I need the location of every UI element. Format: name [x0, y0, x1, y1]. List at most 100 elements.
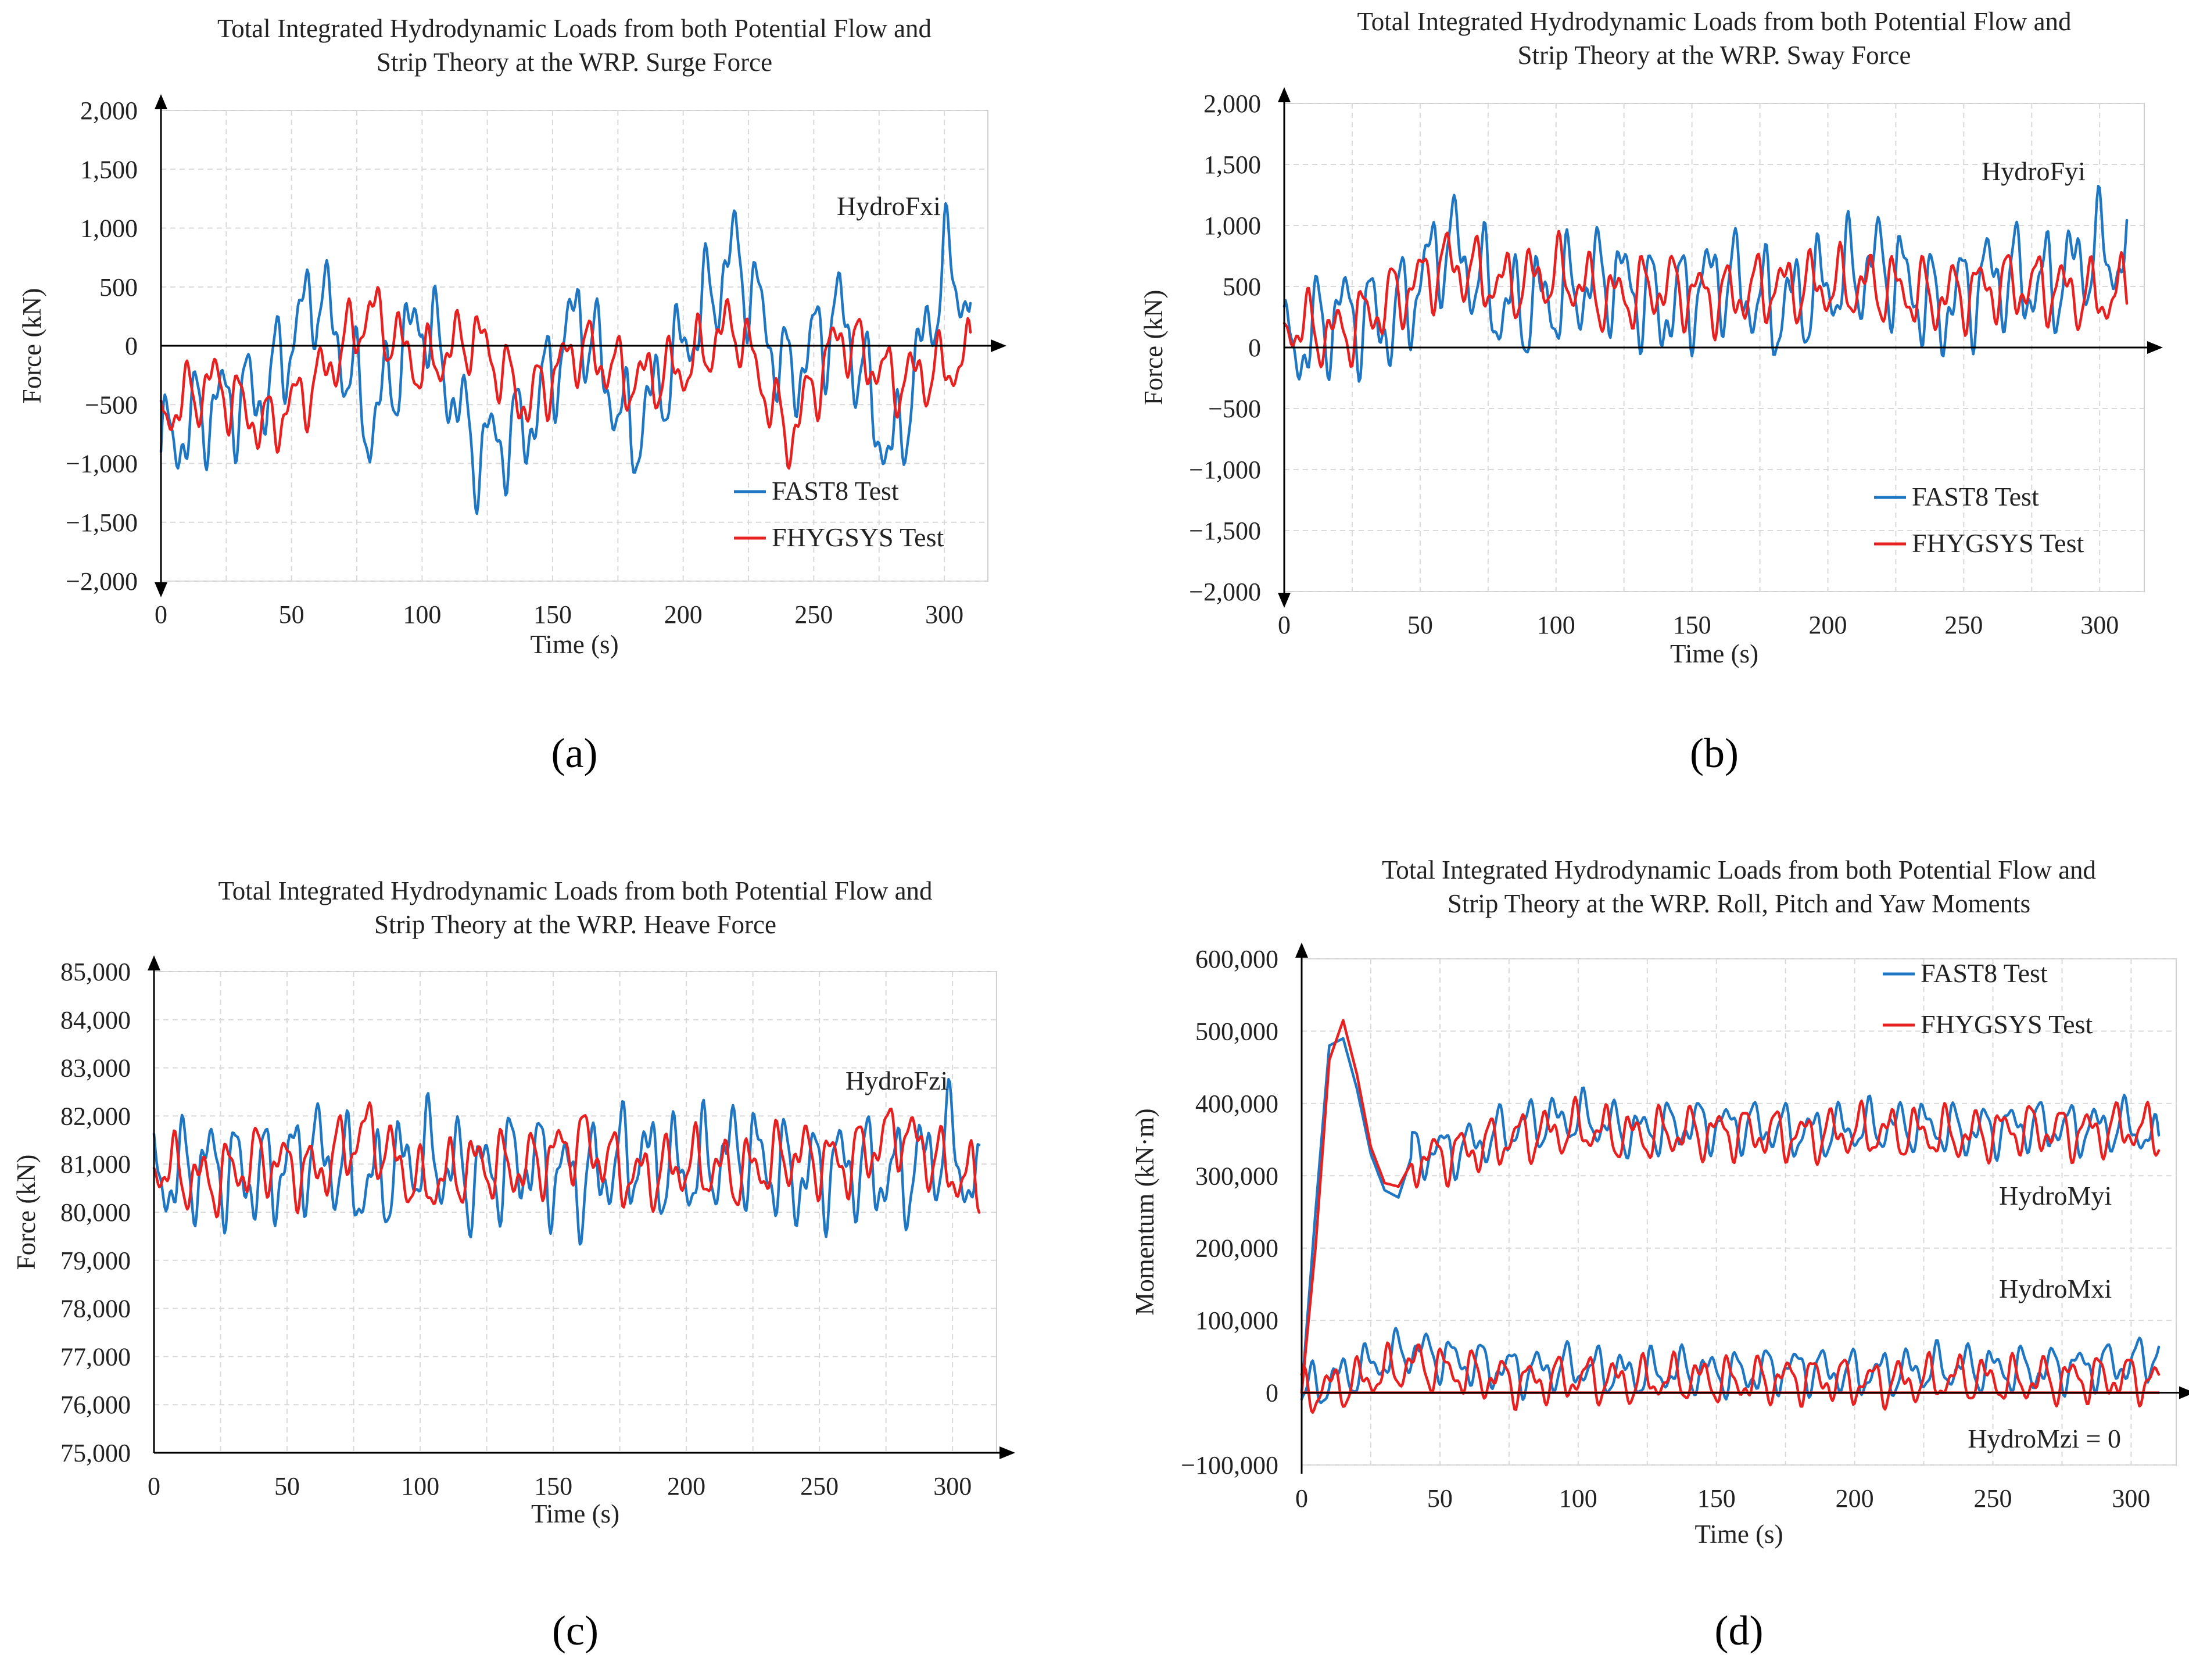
chart-title-line: Strip Theory at the WRP. Roll, Pitch and…	[1448, 889, 2030, 918]
y-tick-label: 1,500	[80, 155, 138, 184]
x-tick-label: 200	[1836, 1484, 1874, 1513]
y-axis-arrow-up-icon	[155, 94, 167, 109]
x-tick-label: 0	[148, 1472, 160, 1500]
chart-panel-a: Total Integrated Hydrodynamic Loads from…	[17, 14, 1006, 776]
series-line-fhygsys-test	[1282, 230, 2129, 368]
y-tick-label: 77,000	[60, 1342, 131, 1371]
y-tick-label: 79,000	[60, 1246, 131, 1275]
x-axis-arrow-icon	[991, 339, 1006, 352]
y-tick-label: 0	[125, 332, 138, 360]
series-annotation: HydroMxi	[1999, 1274, 2112, 1303]
x-tick-label: 300	[925, 600, 963, 629]
series-line-fast8-test	[152, 1077, 981, 1246]
x-tick-label: 200	[664, 600, 703, 629]
y-axis-label: Force (kN)	[17, 288, 46, 404]
legend-label: FAST8 Test	[1921, 958, 2048, 988]
series-annotation: HydroFyi	[1982, 156, 2086, 186]
chart-panel-c: Total Integrated Hydrodynamic Loads from…	[12, 876, 1015, 1654]
series-line-fhygsys-test-hydromyi-	[1300, 1019, 2161, 1394]
y-tick-label: 1,500	[1203, 151, 1261, 179]
series-annotation: HydroMyi	[1999, 1181, 2112, 1210]
x-tick-label: 100	[401, 1472, 439, 1500]
x-tick-label: 100	[1559, 1484, 1597, 1513]
legend-label: FAST8 Test	[772, 476, 899, 506]
y-tick-label: 81,000	[60, 1150, 131, 1178]
y-tick-label: 2,000	[1203, 89, 1261, 118]
x-tick-label: 0	[1295, 1484, 1308, 1513]
y-tick-label: −1,000	[1189, 456, 1261, 484]
chart-title-line: Total Integrated Hydrodynamic Loads from…	[217, 14, 932, 43]
y-tick-label: 80,000	[60, 1198, 131, 1227]
chart-title-line: Strip Theory at the WRP. Surge Force	[377, 48, 772, 77]
x-tick-label: 150	[1697, 1484, 1736, 1513]
legend-label: FHYGSYS Test	[772, 522, 944, 552]
y-axis-label: Force (kN)	[1139, 290, 1168, 406]
x-axis-arrow-icon	[999, 1446, 1015, 1459]
chart-title-line: Strip Theory at the WRP. Sway Force	[1517, 41, 1911, 70]
y-tick-label: 100,000	[1195, 1306, 1278, 1335]
x-tick-label: 50	[279, 600, 304, 629]
x-axis-arrow-icon	[2147, 341, 2163, 354]
y-axis-arrow-up-icon	[1278, 87, 1291, 102]
x-axis-label: Time (s)	[1670, 639, 1758, 668]
y-tick-label: −1,500	[1189, 517, 1261, 545]
legend-label: FHYGSYS Test	[1921, 1009, 2093, 1039]
x-tick-label: 250	[800, 1472, 839, 1500]
x-tick-label: 250	[794, 600, 833, 629]
series-annotation: HydroMzi = 0	[1968, 1424, 2121, 1453]
y-tick-label: −2,000	[1189, 578, 1261, 606]
y-axis-arrow-down-icon	[155, 582, 167, 597]
y-axis-label: Force (kN)	[12, 1155, 41, 1270]
panel-caption: (a)	[551, 730, 598, 776]
y-axis-arrow-up-icon	[1295, 943, 1308, 958]
y-tick-label: 500	[1223, 273, 1261, 301]
x-tick-label: 150	[533, 600, 572, 629]
chart-panel-d: Total Integrated Hydrodynamic Loads from…	[1130, 855, 2189, 1654]
x-tick-label: 200	[1808, 611, 1847, 639]
y-tick-label: 500	[99, 273, 138, 302]
x-tick-label: 300	[2080, 611, 2119, 639]
y-tick-label: 75,000	[60, 1439, 131, 1467]
y-tick-label: 78,000	[60, 1295, 131, 1323]
chart-panel-b: Total Integrated Hydrodynamic Loads from…	[1139, 7, 2163, 776]
series-line-fhygsys-test	[152, 1101, 981, 1219]
x-tick-label: 300	[2112, 1484, 2150, 1513]
y-tick-label: 2,000	[80, 96, 138, 125]
legend-label: FHYGSYS Test	[1912, 528, 2084, 558]
legend-label: FAST8 Test	[1912, 482, 2039, 511]
x-tick-label: 150	[534, 1472, 572, 1500]
series-line-fhygsys-test	[159, 286, 972, 470]
x-tick-label: 100	[1537, 611, 1575, 639]
panel-caption: (b)	[1690, 730, 1739, 776]
chart-title-line: Total Integrated Hydrodynamic Loads from…	[1382, 855, 2096, 884]
y-tick-label: 400,000	[1195, 1090, 1278, 1118]
x-tick-label: 250	[1974, 1484, 2012, 1513]
x-tick-label: 300	[933, 1472, 972, 1500]
y-tick-label: −1,000	[66, 450, 138, 478]
y-tick-label: 200,000	[1195, 1234, 1278, 1263]
x-tick-label: 50	[1407, 611, 1433, 639]
y-axis-arrow-down-icon	[1278, 593, 1291, 608]
y-tick-label: 1,000	[1203, 212, 1261, 240]
x-tick-label: 50	[1427, 1484, 1453, 1513]
y-tick-label: −500	[85, 391, 138, 419]
x-tick-label: 0	[1278, 611, 1291, 639]
series-line-fhygsys-test-hydromxi-	[1300, 1341, 2161, 1414]
y-tick-label: −2,000	[66, 567, 138, 596]
x-tick-label: 250	[1944, 611, 1983, 639]
y-tick-label: 0	[1248, 334, 1261, 362]
y-tick-label: −100,000	[1181, 1451, 1278, 1480]
chart-title-line: Total Integrated Hydrodynamic Loads from…	[218, 876, 932, 905]
y-tick-label: 82,000	[60, 1102, 131, 1130]
y-tick-label: 83,000	[60, 1054, 131, 1083]
y-tick-label: −500	[1208, 395, 1261, 423]
y-tick-label: 84,000	[60, 1006, 131, 1034]
y-axis-arrow-up-icon	[148, 955, 160, 970]
y-tick-label: 76,000	[60, 1391, 131, 1419]
y-tick-label: 500,000	[1195, 1017, 1278, 1045]
series-line-fast8-test-hydromyi-	[1300, 1037, 2161, 1394]
series-line-fast8-test	[159, 202, 972, 515]
panel-caption: (d)	[1715, 1607, 1764, 1654]
x-axis-label: Time (s)	[530, 630, 618, 659]
series-line-fast8-test	[1282, 185, 2129, 383]
